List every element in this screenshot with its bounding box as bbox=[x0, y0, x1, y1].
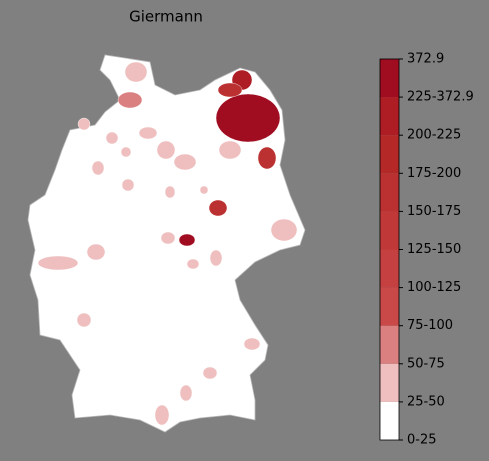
region bbox=[217, 82, 243, 98]
colorbar-segment bbox=[380, 173, 399, 212]
region bbox=[77, 117, 91, 131]
region bbox=[121, 178, 135, 192]
region bbox=[164, 185, 176, 199]
colorbar-segment bbox=[380, 401, 399, 440]
region bbox=[208, 199, 228, 217]
region bbox=[199, 185, 209, 195]
region bbox=[76, 312, 92, 328]
region bbox=[243, 337, 261, 351]
region bbox=[156, 140, 176, 160]
colorbar-segment bbox=[380, 59, 399, 98]
colorbar-segment bbox=[380, 135, 399, 174]
region bbox=[178, 233, 196, 247]
region bbox=[270, 218, 298, 242]
region bbox=[120, 146, 132, 158]
region bbox=[138, 126, 158, 140]
region bbox=[160, 231, 176, 245]
region bbox=[86, 243, 106, 261]
tick-label: 200-225 bbox=[407, 128, 461, 143]
region bbox=[91, 160, 105, 176]
tick-label: 100-125 bbox=[407, 280, 461, 295]
region bbox=[37, 255, 79, 271]
region bbox=[179, 384, 193, 402]
region bbox=[202, 366, 218, 380]
region bbox=[117, 91, 143, 109]
tick-label: 225-372.9 bbox=[407, 90, 474, 105]
colorbar-segment bbox=[380, 287, 399, 326]
region bbox=[186, 258, 200, 270]
tick-label: 50-75 bbox=[407, 356, 445, 371]
tick-label: 0-25 bbox=[407, 433, 437, 448]
tick-label: 125-150 bbox=[407, 242, 461, 257]
region bbox=[105, 131, 119, 145]
chart-title: Giermann bbox=[129, 8, 203, 26]
colorbar-segment bbox=[380, 249, 399, 288]
colorbar: 0-25 25-50 50-75 75-100 100-125 125-150 150-17… bbox=[379, 52, 474, 448]
region bbox=[257, 146, 277, 170]
region bbox=[215, 93, 281, 143]
region bbox=[124, 61, 148, 83]
colorbar-segment bbox=[380, 325, 399, 364]
tick-label: 175-200 bbox=[407, 166, 461, 181]
region bbox=[154, 404, 170, 426]
colorbar-segment bbox=[380, 211, 399, 250]
colorbar-segment bbox=[380, 363, 399, 402]
region bbox=[173, 153, 197, 171]
tick-label: 25-50 bbox=[407, 394, 445, 409]
regions bbox=[37, 61, 298, 426]
region bbox=[209, 249, 223, 267]
tick-label: 372.9 bbox=[407, 52, 444, 67]
region bbox=[218, 140, 242, 160]
colorbar-segment bbox=[380, 97, 399, 136]
tick-label: 75-100 bbox=[407, 318, 453, 333]
tick-label: 150-175 bbox=[407, 204, 461, 219]
